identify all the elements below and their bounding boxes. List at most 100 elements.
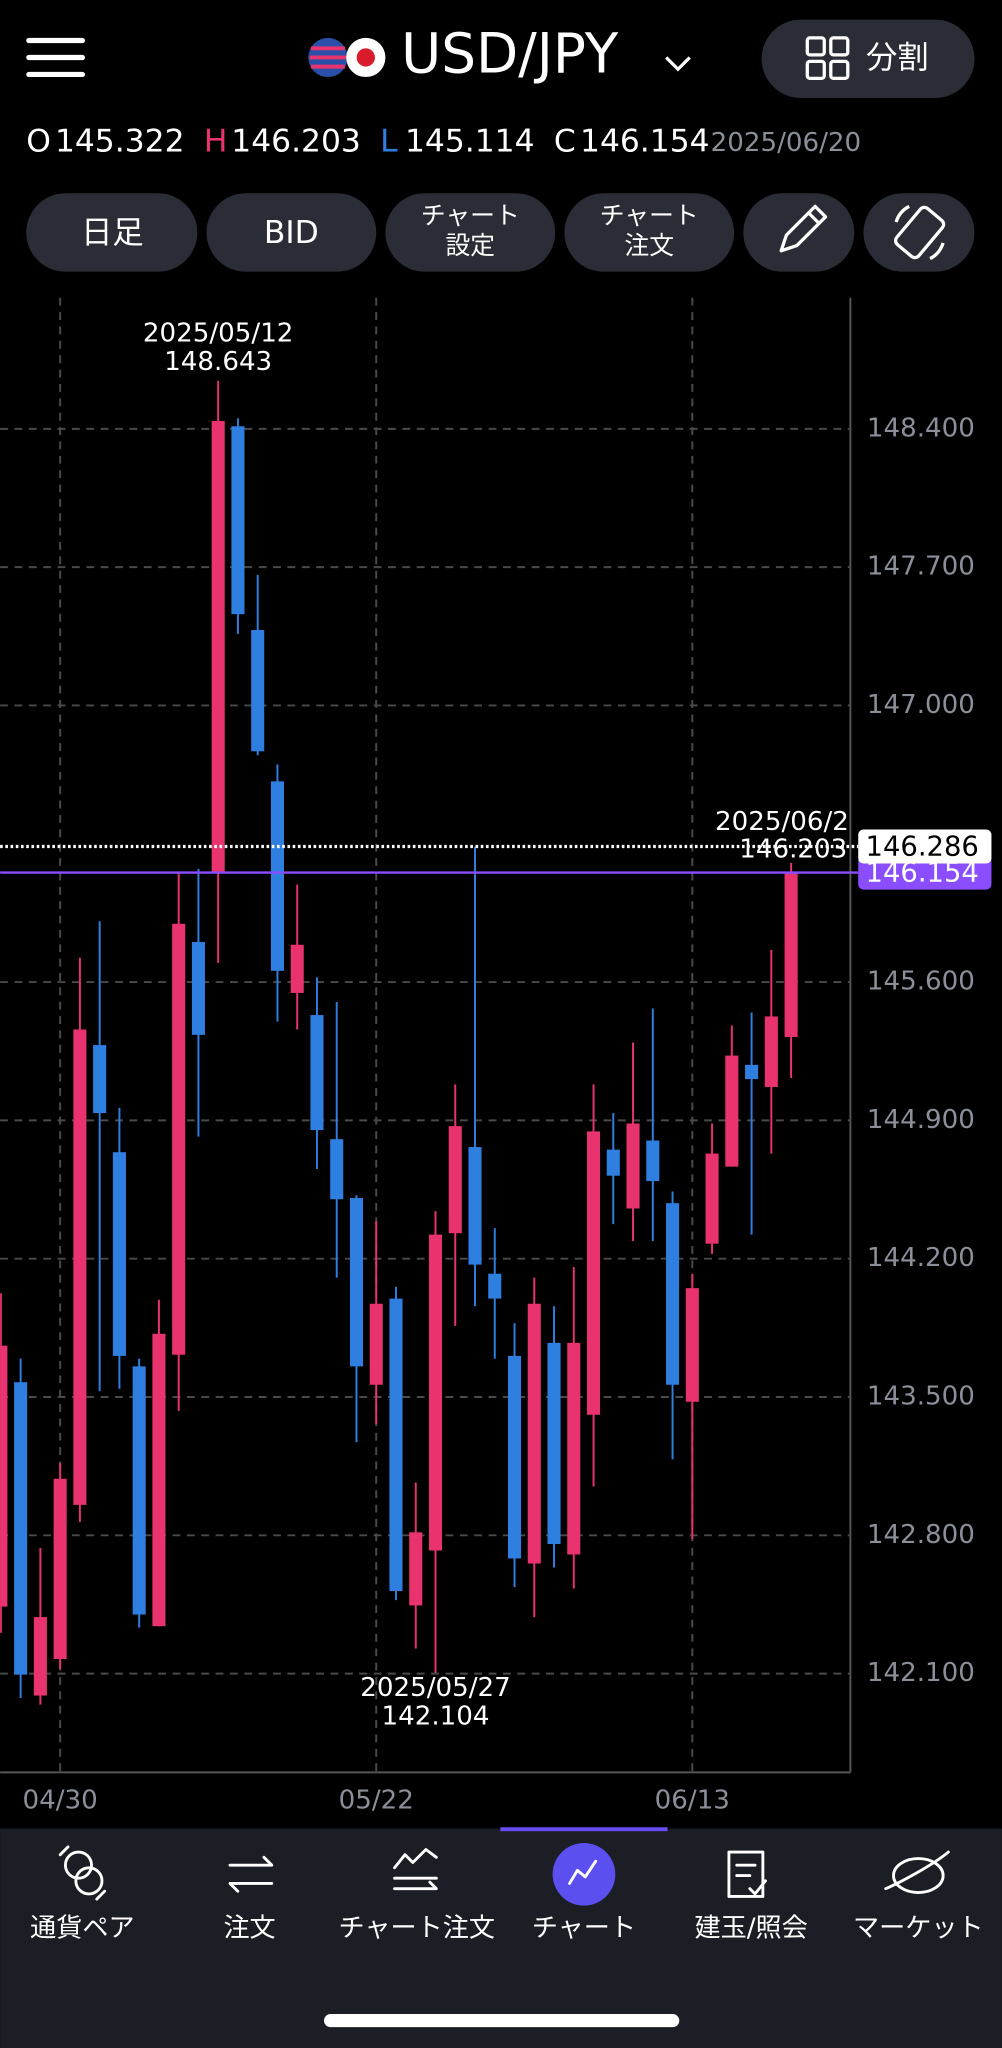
chart-order-button[interactable] xyxy=(564,193,735,272)
candle-body xyxy=(626,1123,640,1209)
candle-body xyxy=(270,781,284,971)
candle-body xyxy=(211,420,225,873)
candle-body xyxy=(231,426,245,615)
draw-button[interactable] xyxy=(743,193,855,272)
price-badge-label: 146.286 xyxy=(866,831,979,862)
nav-item[interactable]: 通貨ペア xyxy=(30,1845,135,1944)
timeframe-button[interactable] xyxy=(26,193,198,272)
candle-body xyxy=(666,1203,680,1385)
candle-body xyxy=(606,1149,620,1176)
nav-icon xyxy=(568,1859,598,1885)
nav-icon xyxy=(884,1850,950,1894)
annotation-value: 148.643 xyxy=(164,347,272,377)
active-indicator xyxy=(500,1827,668,1832)
nav-item[interactable]: チャート注文 xyxy=(339,1848,495,1944)
home-indicator xyxy=(324,2014,680,2028)
annotation-date: 2025/05/27 xyxy=(360,1673,511,1703)
nav-item[interactable]: 注文 xyxy=(223,1855,276,1944)
annotation-date: 2025/05/12 xyxy=(143,318,293,348)
candle-body xyxy=(152,1333,166,1627)
y-tick-label: 147.000 xyxy=(867,690,975,720)
nav-label: チャート注文 xyxy=(339,1914,495,1944)
candle-body xyxy=(112,1152,126,1356)
nav-icon xyxy=(228,1855,274,1893)
candle-body xyxy=(389,1298,403,1592)
candle-body xyxy=(73,1029,87,1505)
candle-body xyxy=(428,1234,443,1551)
bottom-nav xyxy=(0,1828,1002,2048)
open-value: 145.322 xyxy=(55,123,185,159)
toolbar: 日足 BID チャート 設定 チャート 注文 xyxy=(26,193,975,272)
chart-settings-label: チャート xyxy=(421,201,520,230)
candle-body xyxy=(0,1345,8,1607)
nav-item[interactable]: チャート xyxy=(532,1842,636,1944)
nav-item[interactable]: 建玉/照会 xyxy=(694,1850,808,1944)
rotate-icon xyxy=(893,204,946,261)
candle-body xyxy=(448,1126,462,1234)
y-tick-label: 148.400 xyxy=(867,413,975,443)
candle-body xyxy=(488,1273,502,1299)
candle-body xyxy=(53,1478,67,1659)
price-badge xyxy=(858,829,992,864)
candle-body xyxy=(567,1342,581,1555)
pencil-icon xyxy=(779,204,828,253)
candle-body xyxy=(349,1198,364,1367)
candle-body xyxy=(310,1015,324,1131)
pair-selector[interactable]: USD/JPY xyxy=(308,22,691,86)
nav-label: マーケット xyxy=(853,1914,984,1944)
candle-body xyxy=(587,1131,601,1415)
pair-title: USD/JPY xyxy=(401,22,619,86)
price-type-button[interactable] xyxy=(206,193,377,272)
candle-body xyxy=(409,1532,423,1606)
nav-icon xyxy=(58,1845,107,1901)
y-tick-label: 145.600 xyxy=(867,967,975,997)
candle-body xyxy=(468,1147,482,1265)
x-tick-label: 04/30 xyxy=(23,1786,98,1816)
annotation-value: 142.104 xyxy=(382,1702,490,1732)
y-tick-label: 142.100 xyxy=(867,1658,975,1688)
candle-body xyxy=(369,1303,383,1385)
split-icon xyxy=(805,36,850,80)
nav-label: 注文 xyxy=(223,1914,275,1944)
y-tick-label: 142.800 xyxy=(867,1520,975,1550)
rotate-button[interactable] xyxy=(863,193,975,272)
chart-order-label: チャート xyxy=(600,201,699,230)
y-tick-label: 147.700 xyxy=(867,552,975,582)
candle-body xyxy=(725,1055,739,1167)
candle-body xyxy=(646,1140,660,1182)
candle-body xyxy=(290,944,304,993)
x-tick-label: 06/13 xyxy=(655,1786,730,1816)
candle-body xyxy=(14,1382,28,1675)
nav-label: チャート xyxy=(532,1914,636,1944)
us-flag-stripes xyxy=(309,46,347,69)
candle-body xyxy=(745,1064,759,1080)
candle-body xyxy=(172,923,186,1355)
annotation-date: 2025/06/20 xyxy=(715,807,866,837)
open-label: O xyxy=(26,123,51,159)
timeframe-label: 日足 xyxy=(81,215,144,251)
close-label: C xyxy=(554,123,576,159)
annotation-value: 146.203 xyxy=(739,834,847,864)
bar-date: 2025/06/20 xyxy=(711,128,862,158)
ohlc-bar: O 145.322 H 146.203 L 145.114 C 146.154 … xyxy=(26,123,861,159)
jp-flag-sun xyxy=(356,48,375,67)
low-label: L xyxy=(380,123,398,159)
candle-body xyxy=(33,1617,47,1696)
candle-body xyxy=(705,1153,719,1244)
chart-settings-button[interactable] xyxy=(385,193,556,272)
split-button[interactable]: 分割 xyxy=(761,19,975,98)
y-tick-label: 144.200 xyxy=(867,1243,975,1273)
nav-items: 通貨ペア 注文 チャート注文 チャート 建玉/照会 マーケット xyxy=(30,1827,984,1944)
menu-button[interactable] xyxy=(26,37,85,78)
nav-item[interactable]: マーケット xyxy=(853,1850,984,1944)
candle-body xyxy=(527,1303,541,1564)
candle-body xyxy=(547,1342,561,1545)
candle-body xyxy=(764,1016,778,1087)
nav-label: 通貨ペア xyxy=(30,1914,134,1944)
chart-settings-label: 設定 xyxy=(446,231,496,260)
candle-body xyxy=(191,941,205,1035)
split-label: 分割 xyxy=(866,40,929,76)
